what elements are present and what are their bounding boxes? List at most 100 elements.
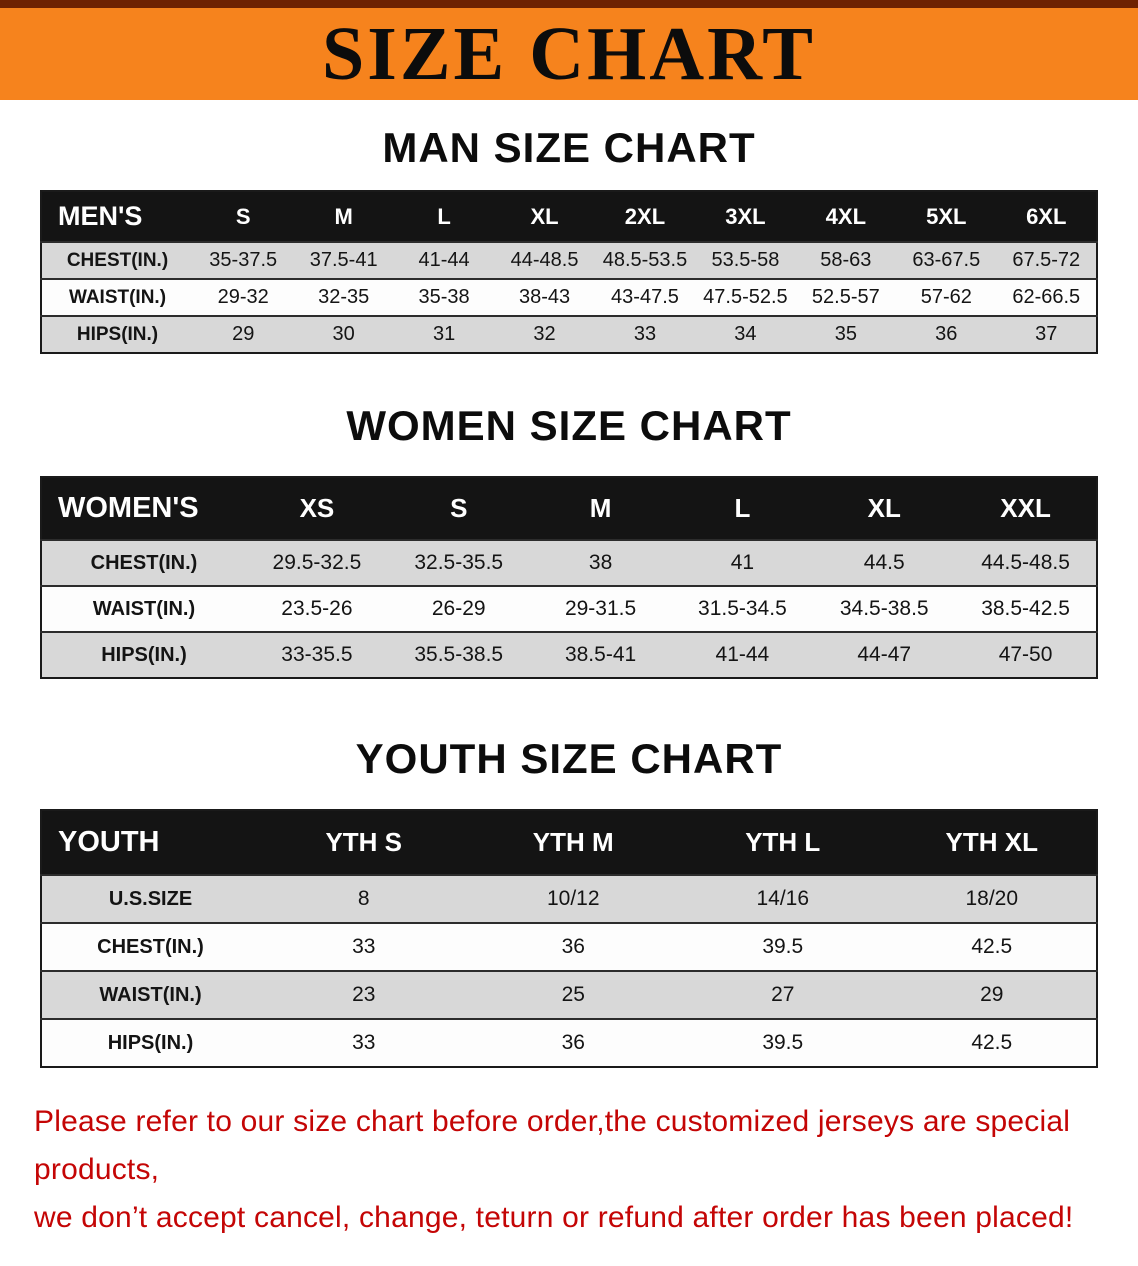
value-cell: 32 [494, 315, 595, 353]
value-cell: 41-44 [671, 631, 814, 678]
value-cell: 53.5-58 [695, 241, 796, 279]
value-cell: 63-67.5 [896, 241, 997, 279]
table-row: CHEST(IN.) 35-37.5 37.5-41 41-44 44-48.5 48.5… [41, 241, 1097, 279]
row-label-cell: WAIST(IN.) [41, 970, 259, 1019]
value-cell: 41 [671, 539, 814, 586]
value-cell: 37.5-41 [293, 241, 394, 279]
women-size-table: WOMEN'S XS S M L XL XXL CHEST(IN.) 29.5-32.5 32.5… [40, 476, 1098, 679]
value-cell: 29-32 [193, 278, 294, 316]
value-cell: 44.5 [813, 539, 956, 586]
value-cell: 58-63 [795, 241, 897, 279]
size-column-header: YTH XL [887, 810, 1097, 875]
table-row: U.S.SIZE 8 10/12 14/16 18/20 [41, 874, 1097, 923]
table-row: HIPS(IN.) 33-35.5 35.5-38.5 38.5-41 41-44 44-… [41, 631, 1097, 678]
table-header-row: YOUTH YTH S YTH M YTH L YTH XL [41, 810, 1097, 875]
table-header-row: WOMEN'S XS S M L XL XXL [41, 477, 1097, 540]
value-cell: 29-31.5 [529, 585, 672, 632]
size-column-header: YTH S [259, 810, 469, 875]
value-cell: 23.5-26 [246, 585, 388, 632]
value-cell: 43-47.5 [594, 278, 696, 316]
size-column-header: 3XL [695, 191, 796, 242]
value-cell: 62-66.5 [996, 278, 1097, 316]
value-cell: 14/16 [678, 874, 888, 923]
size-column-header: S [193, 191, 294, 242]
table-header-row: MEN'S S M L XL 2XL 3XL 4XL 5XL 6XL [41, 191, 1097, 242]
table-row: CHEST(IN.) 33 36 39.5 42.5 [41, 922, 1097, 971]
size-column-header: 5XL [896, 191, 997, 242]
size-column-header: L [671, 477, 814, 540]
page-title: SIZE CHART [321, 12, 816, 96]
value-cell: 44.5-48.5 [955, 539, 1097, 586]
men-size-section: MAN SIZE CHART MEN'S S M L XL 2XL 3XL 4XL 5XL 6XL… [0, 124, 1138, 354]
size-column-header: 2XL [594, 191, 696, 242]
row-label-cell: CHEST(IN.) [41, 922, 259, 971]
value-cell: 33 [259, 922, 469, 971]
table-title-cell: YOUTH [41, 810, 259, 875]
size-column-header: M [529, 477, 672, 540]
size-column-header: 6XL [996, 191, 1097, 242]
table-row: WAIST(IN.) 23.5-26 26-29 29-31.5 31.5-34.5 34… [41, 585, 1097, 632]
value-cell: 38 [529, 539, 672, 586]
value-cell: 35-38 [393, 278, 495, 316]
row-label-cell: U.S.SIZE [41, 874, 259, 923]
youth-section-heading: YOUTH SIZE CHART [355, 735, 783, 782]
value-cell: 38-43 [494, 278, 595, 316]
value-cell: 8 [259, 874, 469, 923]
value-cell: 23 [259, 970, 469, 1019]
size-column-header: L [393, 191, 495, 242]
youth-size-table: YOUTH YTH S YTH M YTH L YTH XL U.S.SIZE 8 10/12… [40, 809, 1098, 1068]
row-label-cell: CHEST(IN.) [41, 241, 193, 279]
value-cell: 34.5-38.5 [813, 585, 956, 632]
size-column-header: XXL [955, 477, 1097, 540]
size-column-header: XL [813, 477, 956, 540]
table-row: WAIST(IN.) 29-32 32-35 35-38 38-43 43-47.5 47.… [41, 278, 1097, 316]
value-cell: 29 [193, 315, 294, 353]
value-cell: 48.5-53.5 [594, 241, 696, 279]
value-cell: 42.5 [887, 1018, 1097, 1067]
value-cell: 57-62 [896, 278, 997, 316]
size-column-header: 4XL [795, 191, 897, 242]
value-cell: 35 [795, 315, 897, 353]
row-label-cell: HIPS(IN.) [41, 631, 246, 678]
value-cell: 10/12 [468, 874, 678, 923]
size-column-header: M [293, 191, 394, 242]
size-column-header: XS [246, 477, 388, 540]
value-cell: 35-37.5 [193, 241, 294, 279]
men-size-table: MEN'S S M L XL 2XL 3XL 4XL 5XL 6XL CHEST(IN.) 35-37… [40, 190, 1098, 354]
row-label-cell: HIPS(IN.) [41, 315, 193, 353]
value-cell: 32.5-35.5 [387, 539, 530, 586]
value-cell: 35.5-38.5 [387, 631, 530, 678]
notice-line-1: Please refer to our size chart before or… [34, 1105, 1071, 1186]
value-cell: 30 [293, 315, 394, 353]
women-size-section: WOMEN SIZE CHART WOMEN'S XS S M L XL XXL CHEST(… [0, 402, 1138, 679]
value-cell: 39.5 [678, 1018, 888, 1067]
value-cell: 37 [996, 315, 1097, 353]
table-row: HIPS(IN.) 29 30 31 32 33 34 35 36 37 [41, 315, 1097, 353]
women-section-heading: WOMEN SIZE CHART [346, 402, 792, 449]
value-cell: 25 [468, 970, 678, 1019]
row-label-cell: WAIST(IN.) [41, 278, 193, 316]
value-cell: 27 [678, 970, 888, 1019]
value-cell: 33-35.5 [246, 631, 388, 678]
value-cell: 36 [468, 922, 678, 971]
value-cell: 31 [393, 315, 495, 353]
value-cell: 29 [887, 970, 1097, 1019]
table-row: CHEST(IN.) 29.5-32.5 32.5-35.5 38 41 44.5 44.5… [41, 539, 1097, 586]
row-label-cell: HIPS(IN.) [41, 1018, 259, 1067]
value-cell: 44-47 [813, 631, 956, 678]
footer-notice: Please refer to our size chart before or… [34, 1098, 1104, 1266]
value-cell: 33 [594, 315, 696, 353]
value-cell: 41-44 [393, 241, 495, 279]
value-cell: 38.5-42.5 [955, 585, 1097, 632]
value-cell: 36 [896, 315, 997, 353]
youth-size-section: YOUTH SIZE CHART YOUTH YTH S YTH M YTH L YTH… [0, 735, 1138, 1068]
notice-line-2: we don’t accept cancel, change, teturn o… [34, 1201, 1074, 1234]
value-cell: 36 [468, 1018, 678, 1067]
value-cell: 34 [695, 315, 796, 353]
row-label-cell: WAIST(IN.) [41, 585, 246, 632]
value-cell: 38.5-41 [529, 631, 672, 678]
value-cell: 42.5 [887, 922, 1097, 971]
value-cell: 26-29 [387, 585, 530, 632]
size-column-header: S [387, 477, 530, 540]
value-cell: 31.5-34.5 [671, 585, 814, 632]
